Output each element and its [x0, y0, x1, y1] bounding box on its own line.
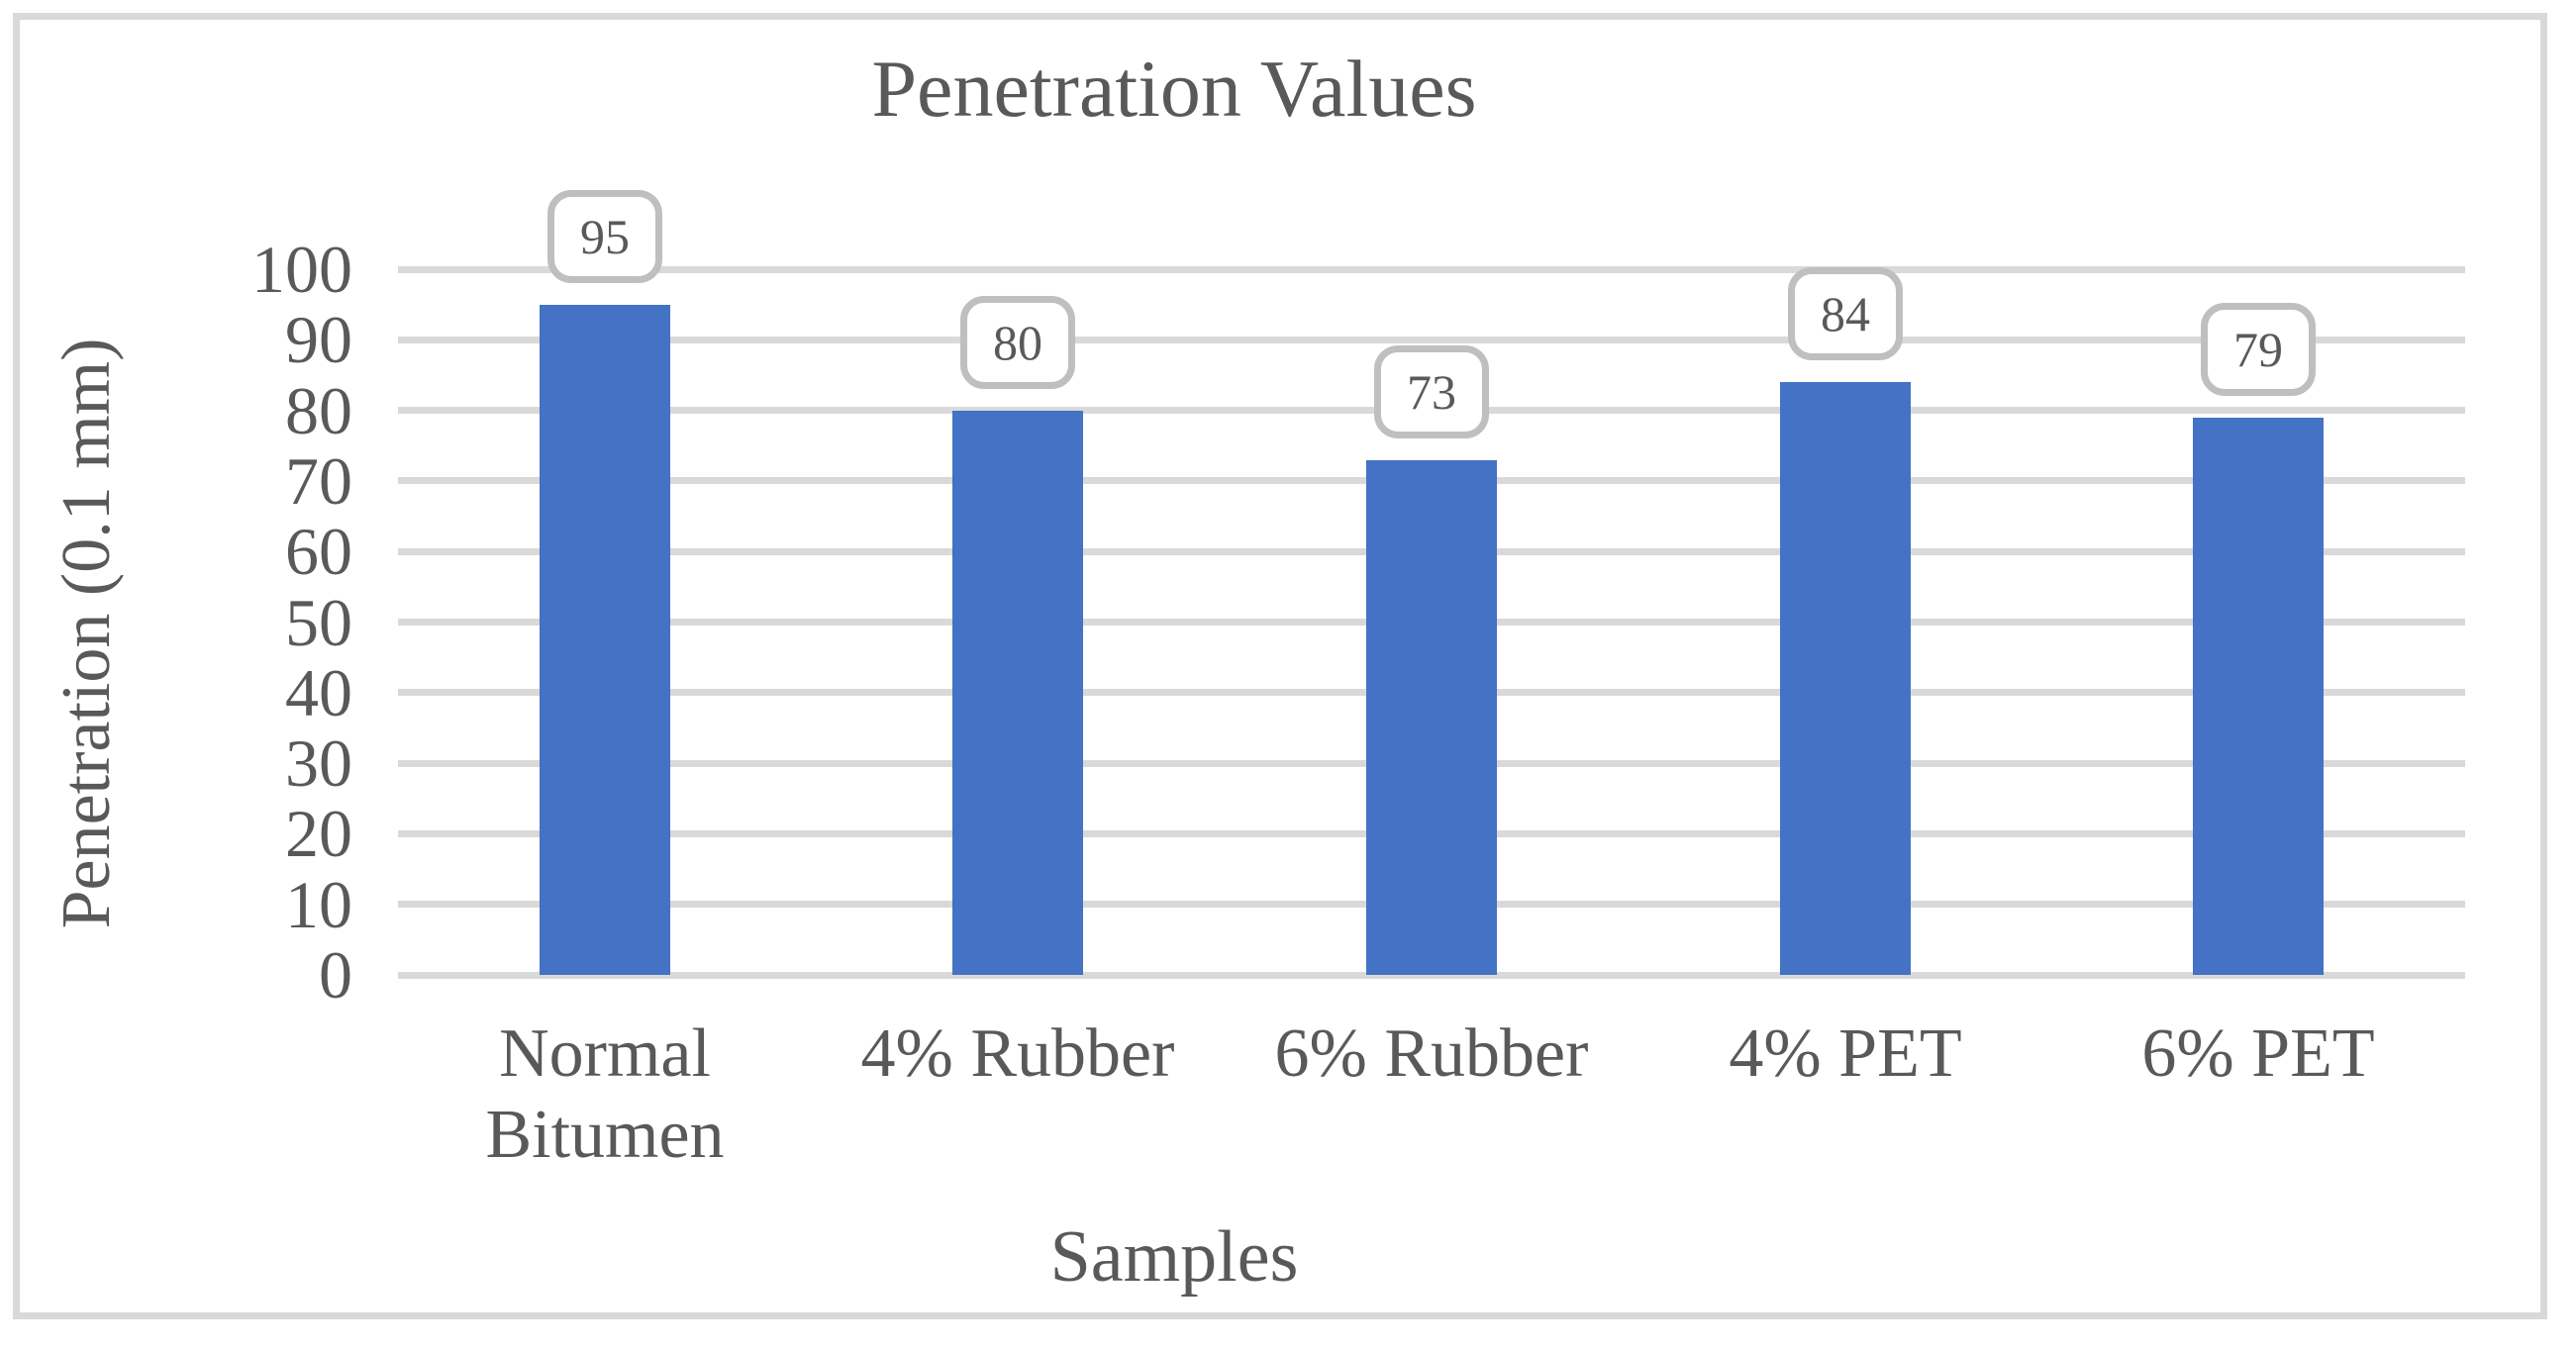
- bar-6% PET: [2193, 418, 2324, 975]
- y-tick-label-10: 10: [285, 867, 352, 942]
- y-tick-label-20: 20: [285, 796, 352, 871]
- bar-value-label-6% PET: 79: [2201, 303, 2316, 396]
- bar-4% Rubber: [952, 411, 1083, 975]
- chart-outer-border: [13, 13, 2547, 1319]
- y-tick-label-50: 50: [285, 585, 352, 660]
- gridline-90: [398, 337, 2465, 343]
- y-tick-label-0: 0: [319, 937, 352, 1013]
- bar-4% PET: [1780, 382, 1911, 975]
- y-tick-label-60: 60: [285, 514, 352, 589]
- bar-Normal Bitumen: [540, 305, 670, 975]
- y-tick-label-40: 40: [285, 655, 352, 730]
- bar-6% Rubber: [1366, 460, 1497, 975]
- category-label-6% Rubber: 6% Rubber: [1274, 1015, 1589, 1092]
- bar-value-label-6% Rubber: 73: [1374, 345, 1489, 438]
- category-label-4% Rubber: 4% Rubber: [860, 1015, 1175, 1092]
- y-tick-label-70: 70: [285, 443, 352, 519]
- y-tick-label-100: 100: [251, 232, 352, 307]
- bar-value-label-4% PET: 84: [1788, 267, 1903, 360]
- bar-value-label-Normal Bitumen: 95: [547, 190, 662, 283]
- chart-title: Penetration Values: [871, 44, 1477, 134]
- bar-value-label-4% Rubber: 80: [960, 296, 1075, 389]
- y-tick-label-90: 90: [285, 302, 352, 377]
- category-label-4% PET: 4% PET: [1729, 1015, 1962, 1092]
- x-axis-title: Samples: [1049, 1216, 1299, 1298]
- y-tick-label-80: 80: [285, 373, 352, 448]
- category-label-Normal Bitumen: Normal Bitumen: [485, 1015, 725, 1173]
- gridline-100: [398, 266, 2465, 273]
- category-label-6% PET: 6% PET: [2141, 1015, 2375, 1092]
- y-tick-label-30: 30: [285, 725, 352, 801]
- gridline-0: [398, 972, 2465, 979]
